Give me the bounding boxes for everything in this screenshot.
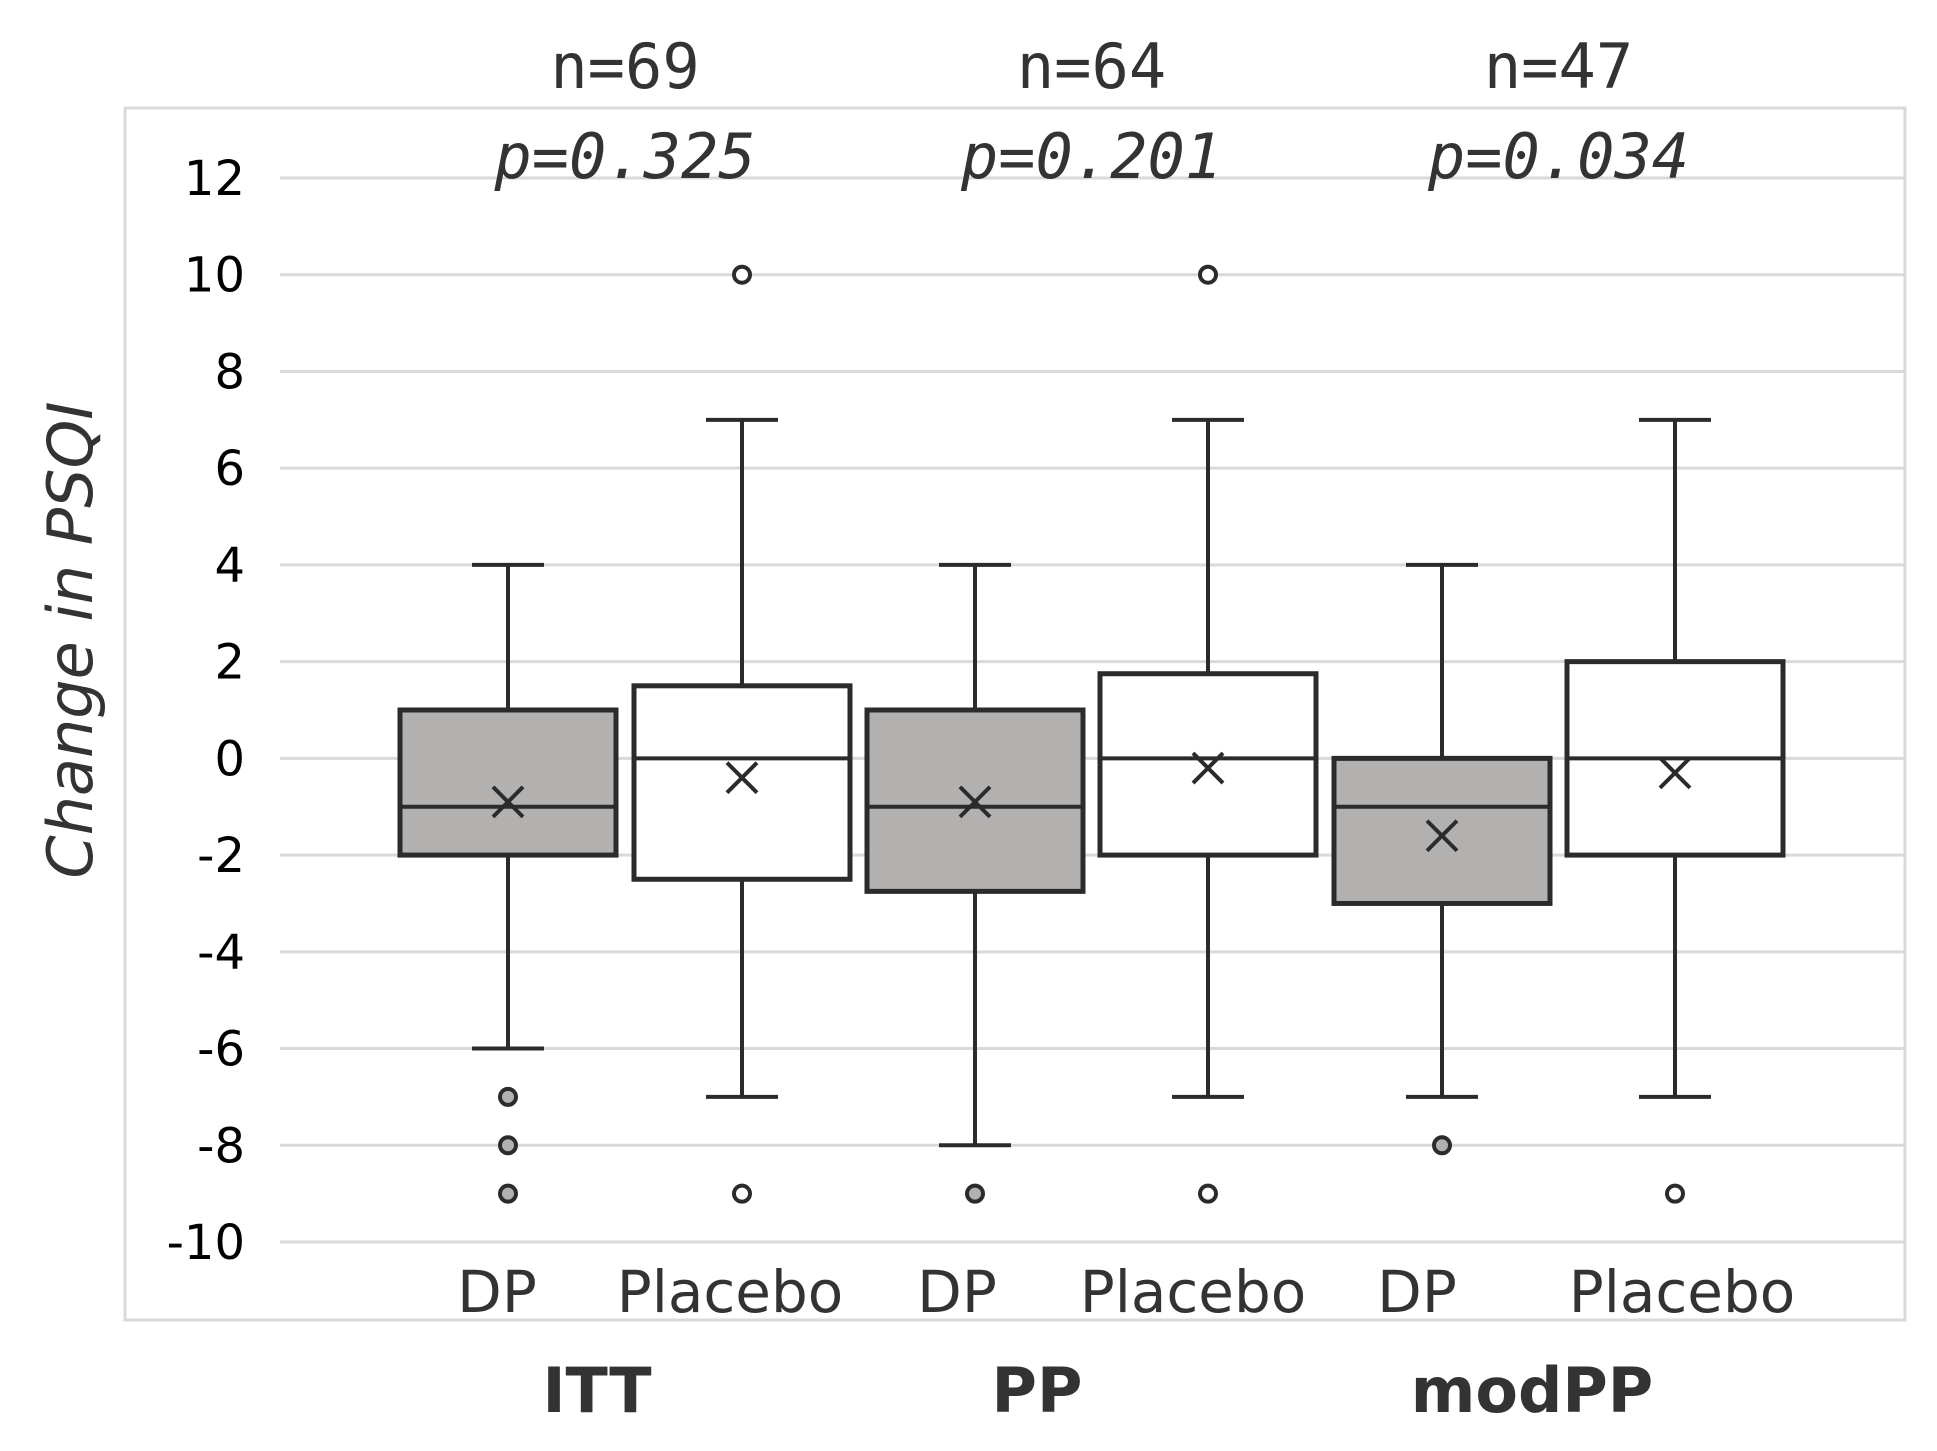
- outlier-point: [732, 264, 752, 285]
- box-modPP-DP: [1331, 562, 1553, 1156]
- iqr-box: [397, 707, 619, 858]
- outlier-point: [1665, 1183, 1685, 1204]
- outlier-point: [732, 1183, 752, 1204]
- box-modPP-Placebo: [1564, 417, 1786, 1204]
- group-label: modPP: [1411, 1354, 1653, 1427]
- category-label: DP: [917, 1258, 997, 1326]
- y-tick-label: 2: [214, 635, 245, 691]
- y-axis-ticks: 12 10 8 6 4 2 0 -2 -4 -6 -8 -10: [167, 151, 245, 1271]
- mean-marker: [958, 785, 992, 819]
- y-tick-label: -2: [197, 828, 245, 884]
- y-tick-label: -6: [197, 1022, 245, 1078]
- y-tick-label: 0: [214, 731, 245, 787]
- y-tick-label: -10: [167, 1215, 245, 1271]
- group-annotations: n=69 p=0.325 n=64 p=0.201 n=47 p=0.034: [493, 30, 1689, 193]
- outlier-point: [1198, 264, 1218, 285]
- y-tick-label: -8: [197, 1118, 245, 1174]
- box-PP-DP: [864, 562, 1086, 1204]
- outlier-point: [965, 1183, 985, 1204]
- mean-marker: [725, 761, 759, 795]
- mean-marker: [491, 785, 525, 819]
- iqr-box: [1097, 671, 1319, 858]
- y-tick-label: 4: [214, 538, 245, 594]
- y-tick-label: -4: [197, 925, 245, 981]
- mean-marker: [1425, 819, 1459, 853]
- y-axis-label: Change in PSQI: [34, 401, 107, 878]
- y-tick-label: 12: [184, 151, 245, 207]
- outlier-point: [1198, 1183, 1218, 1204]
- category-label: DP: [457, 1258, 537, 1326]
- y-tick-label: 8: [214, 344, 245, 400]
- outlier-point: [498, 1183, 518, 1204]
- y-tick-label: 10: [184, 248, 245, 304]
- category-label: Placebo: [1080, 1258, 1307, 1326]
- iqr-box: [631, 683, 853, 882]
- category-labels: DP Placebo DP Placebo DP Placebo: [457, 1258, 1795, 1326]
- group-labels: ITT PP modPP: [542, 1354, 1653, 1427]
- y-tick-label: 6: [214, 441, 245, 497]
- n-label: n=64: [1017, 30, 1166, 103]
- p-value-label: p=0.034: [1427, 120, 1689, 193]
- box-PP-Placebo: [1097, 264, 1319, 1204]
- mean-marker: [1658, 756, 1692, 790]
- outlier-point: [498, 1086, 518, 1107]
- category-label: Placebo: [1569, 1258, 1796, 1326]
- group-label: ITT: [542, 1354, 651, 1427]
- outlier-point: [1432, 1135, 1452, 1156]
- n-label: n=47: [1484, 30, 1633, 103]
- p-value-label: p=0.201: [960, 120, 1222, 193]
- category-label: Placebo: [617, 1258, 844, 1326]
- group-label: PP: [992, 1354, 1083, 1427]
- boxes: [397, 264, 1786, 1204]
- box-ITT-Placebo: [631, 264, 853, 1204]
- n-label: n=69: [550, 30, 699, 103]
- iqr-box: [1331, 755, 1553, 906]
- box-ITT-DP: [397, 562, 619, 1204]
- p-value-label: p=0.325: [493, 120, 755, 193]
- outlier-point: [498, 1135, 518, 1156]
- category-label: DP: [1377, 1258, 1457, 1326]
- mean-marker: [1191, 751, 1225, 785]
